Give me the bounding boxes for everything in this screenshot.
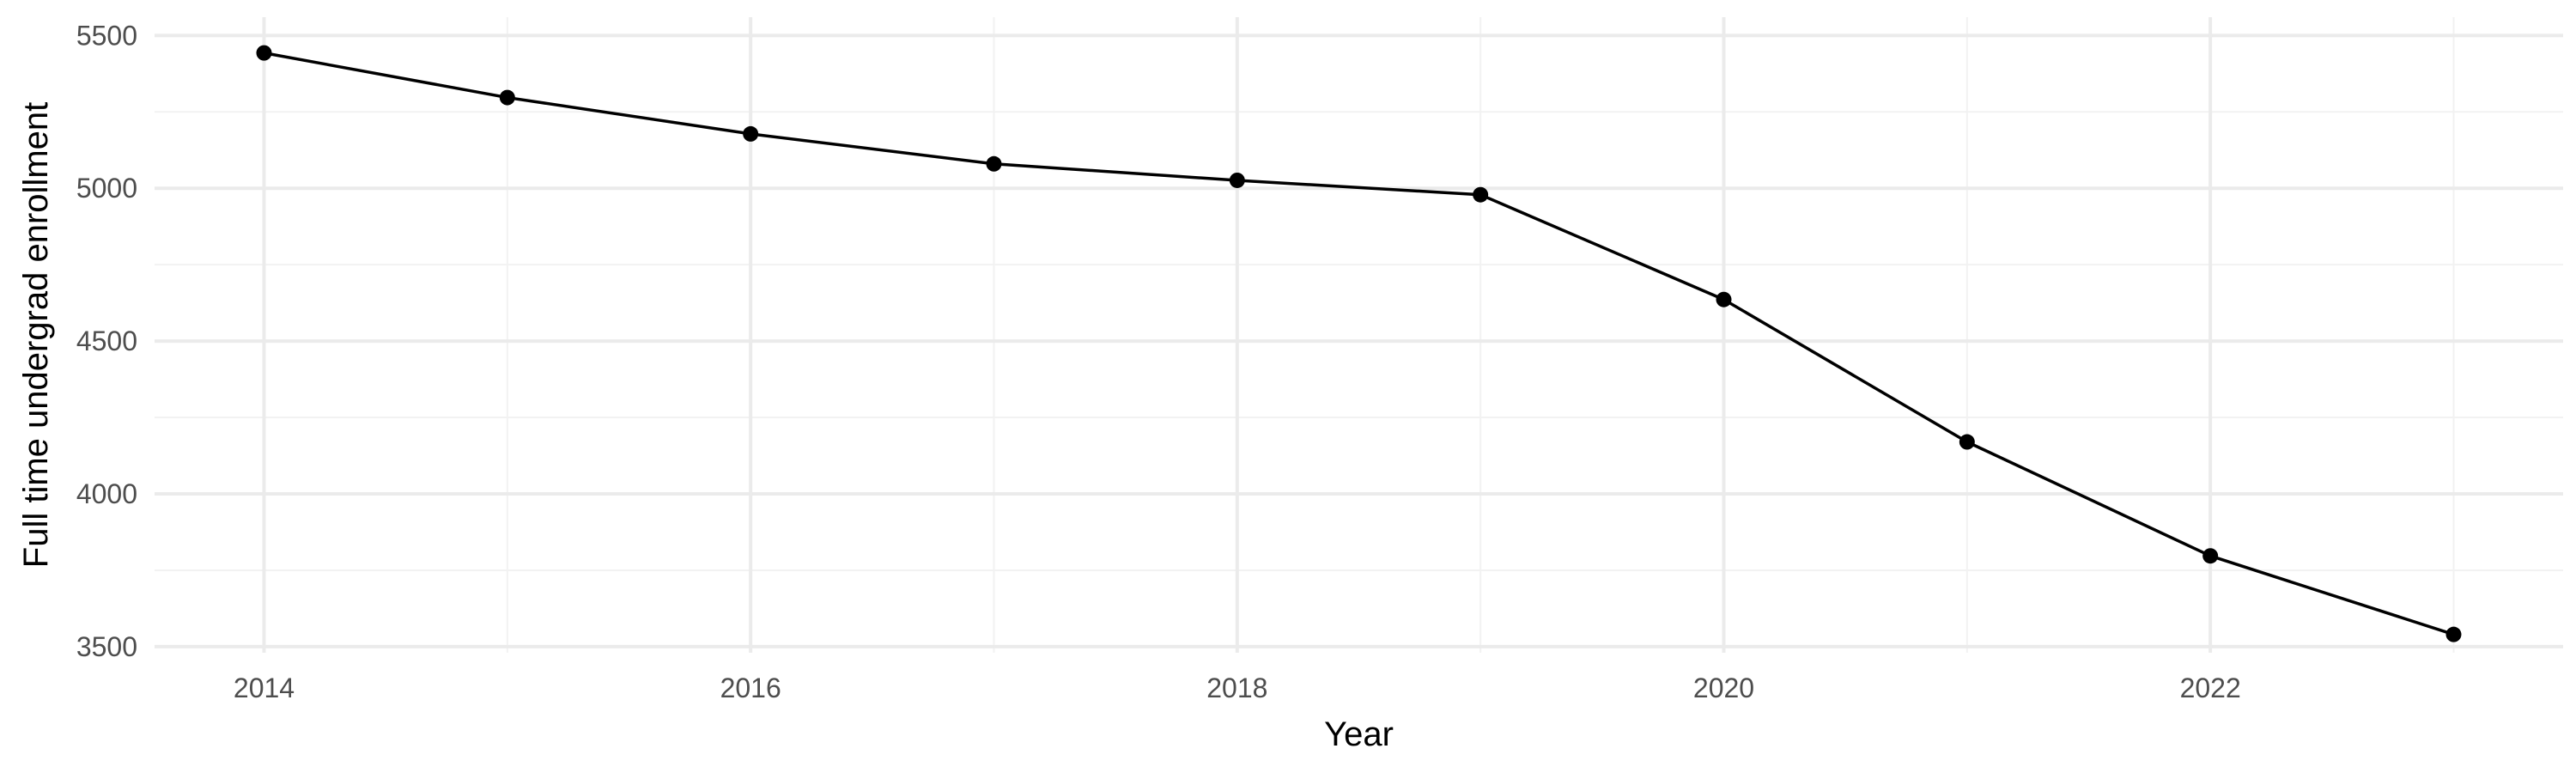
- series-layer: [256, 45, 2462, 642]
- series-line: [262, 51, 2456, 636]
- data-point: [1229, 172, 1245, 188]
- data-point: [1473, 186, 1489, 203]
- y-tick-label: 5500: [76, 20, 137, 51]
- y-tick-label: 4500: [76, 326, 137, 356]
- data-point: [2202, 548, 2219, 564]
- data-point: [1716, 291, 1732, 307]
- x-tick-label: 2018: [1206, 673, 1267, 703]
- data-point: [2445, 626, 2462, 642]
- axis-layer: Year Full time undergrad enrollment 3500…: [17, 20, 2241, 753]
- grid-layer: [155, 17, 2563, 653]
- x-tick-label: 2022: [2180, 673, 2241, 703]
- data-point: [499, 89, 515, 106]
- y-tick-label: 4000: [76, 478, 137, 509]
- x-tick-label: 2016: [720, 673, 781, 703]
- x-tick-label: 2014: [234, 673, 295, 703]
- data-point: [986, 155, 1002, 172]
- data-point: [1959, 434, 1975, 450]
- y-axis-title: Full time undergrad enrollment: [17, 102, 55, 568]
- data-point: [256, 45, 272, 61]
- y-tick-label: 5000: [76, 173, 137, 204]
- x-axis-title: Year: [1324, 715, 1394, 753]
- y-tick-label: 3500: [76, 631, 137, 662]
- data-point: [743, 125, 759, 142]
- x-tick-label: 2020: [1693, 673, 1754, 703]
